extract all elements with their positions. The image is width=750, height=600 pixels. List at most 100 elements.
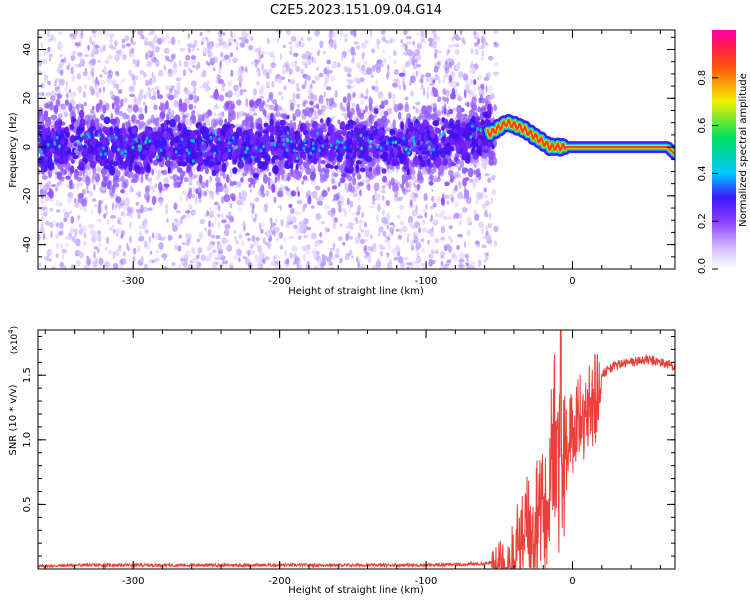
noise-blob [360, 99, 364, 105]
signal-blob [448, 170, 454, 177]
core-blob [471, 115, 476, 124]
noise-blob [331, 62, 335, 69]
core-blob [170, 139, 174, 147]
signal-blob [337, 119, 341, 125]
noise-blob [132, 247, 137, 255]
noise-blob [207, 177, 213, 183]
noise-blob [478, 46, 483, 50]
signal-blob [58, 176, 65, 183]
noise-blob [67, 196, 73, 204]
noise-blob [122, 203, 128, 211]
signal-blob [249, 116, 254, 122]
noise-blob [283, 85, 287, 91]
noise-blob [457, 191, 464, 200]
noise-blob [48, 197, 55, 202]
noise-blob [170, 262, 176, 266]
noise-blob [183, 177, 189, 183]
noise-blob [148, 235, 151, 244]
noise-blob [235, 248, 242, 256]
noise-blob [74, 30, 79, 36]
signal-blob [297, 191, 301, 197]
noise-blob [493, 41, 499, 48]
signal-blob [435, 177, 442, 183]
noise-blob [241, 190, 248, 199]
noise-blob [254, 254, 260, 263]
noise-blob [50, 34, 54, 41]
noise-blob [473, 209, 477, 215]
signal-blob [231, 110, 236, 121]
signal-blob [488, 151, 495, 161]
noise-blob [484, 159, 489, 166]
signal-blob [401, 187, 406, 192]
noise-blob [201, 69, 207, 78]
noise-blob [465, 208, 469, 212]
noise-blob [181, 254, 188, 259]
noise-blob [277, 105, 283, 112]
noise-blob [230, 216, 233, 222]
noise-blob [253, 217, 257, 223]
noise-blob [92, 260, 98, 268]
noise-blob [74, 42, 81, 47]
noise-blob [71, 74, 76, 82]
signal-blob [337, 181, 341, 187]
noise-blob [230, 34, 234, 42]
noise-blob [302, 73, 308, 79]
noise-blob [293, 52, 299, 57]
noise-blob [481, 50, 484, 57]
signal-blob [397, 111, 402, 120]
noise-blob [381, 184, 386, 190]
noise-blob [244, 66, 248, 73]
noise-blob [38, 92, 42, 96]
signal-blob [321, 189, 328, 198]
noise-blob [91, 72, 94, 79]
noise-blob [236, 181, 242, 188]
noise-blob [115, 249, 120, 257]
noise-blob [296, 103, 301, 108]
noise-blob [122, 78, 125, 83]
signal-blob [42, 175, 48, 180]
noise-blob [430, 214, 433, 222]
noise-blob [309, 264, 312, 269]
signal-blob [478, 172, 482, 181]
signal-blob [331, 185, 338, 190]
noise-blob [187, 204, 193, 210]
noise-blob [283, 250, 288, 256]
noise-blob [491, 174, 496, 181]
noise-blob [317, 257, 323, 265]
noise-blob [493, 225, 499, 233]
core-blob [345, 144, 351, 154]
noise-blob [338, 205, 342, 213]
noise-blob [166, 40, 171, 44]
noise-blob [304, 63, 308, 69]
noise-blob [330, 40, 334, 48]
noise-blob [230, 69, 234, 78]
noise-blob [199, 31, 203, 37]
noise-blob [251, 208, 255, 214]
noise-blob [214, 84, 218, 90]
signal-blob [429, 174, 434, 181]
noise-blob [145, 91, 150, 97]
noise-blob [101, 186, 106, 191]
noise-blob [452, 107, 458, 111]
noise-blob [264, 51, 270, 56]
signal-blob [307, 109, 313, 118]
signal-blob [173, 178, 177, 189]
noise-blob [223, 229, 230, 237]
noise-blob [154, 86, 159, 90]
noise-blob [466, 230, 471, 237]
core-blob [342, 129, 347, 137]
noise-blob [307, 59, 312, 65]
noise-blob [341, 112, 347, 117]
noise-blob [268, 104, 275, 111]
signal-blob [423, 193, 428, 202]
core-blob [333, 165, 339, 170]
noise-blob [401, 76, 406, 81]
noise-blob [47, 180, 52, 186]
noise-blob [202, 47, 209, 55]
noise-blob [400, 39, 403, 44]
noise-blob [273, 231, 276, 238]
noise-blob [477, 85, 480, 91]
noise-blob [430, 248, 434, 252]
signal-blob [181, 102, 188, 113]
signal-blob [110, 112, 114, 121]
